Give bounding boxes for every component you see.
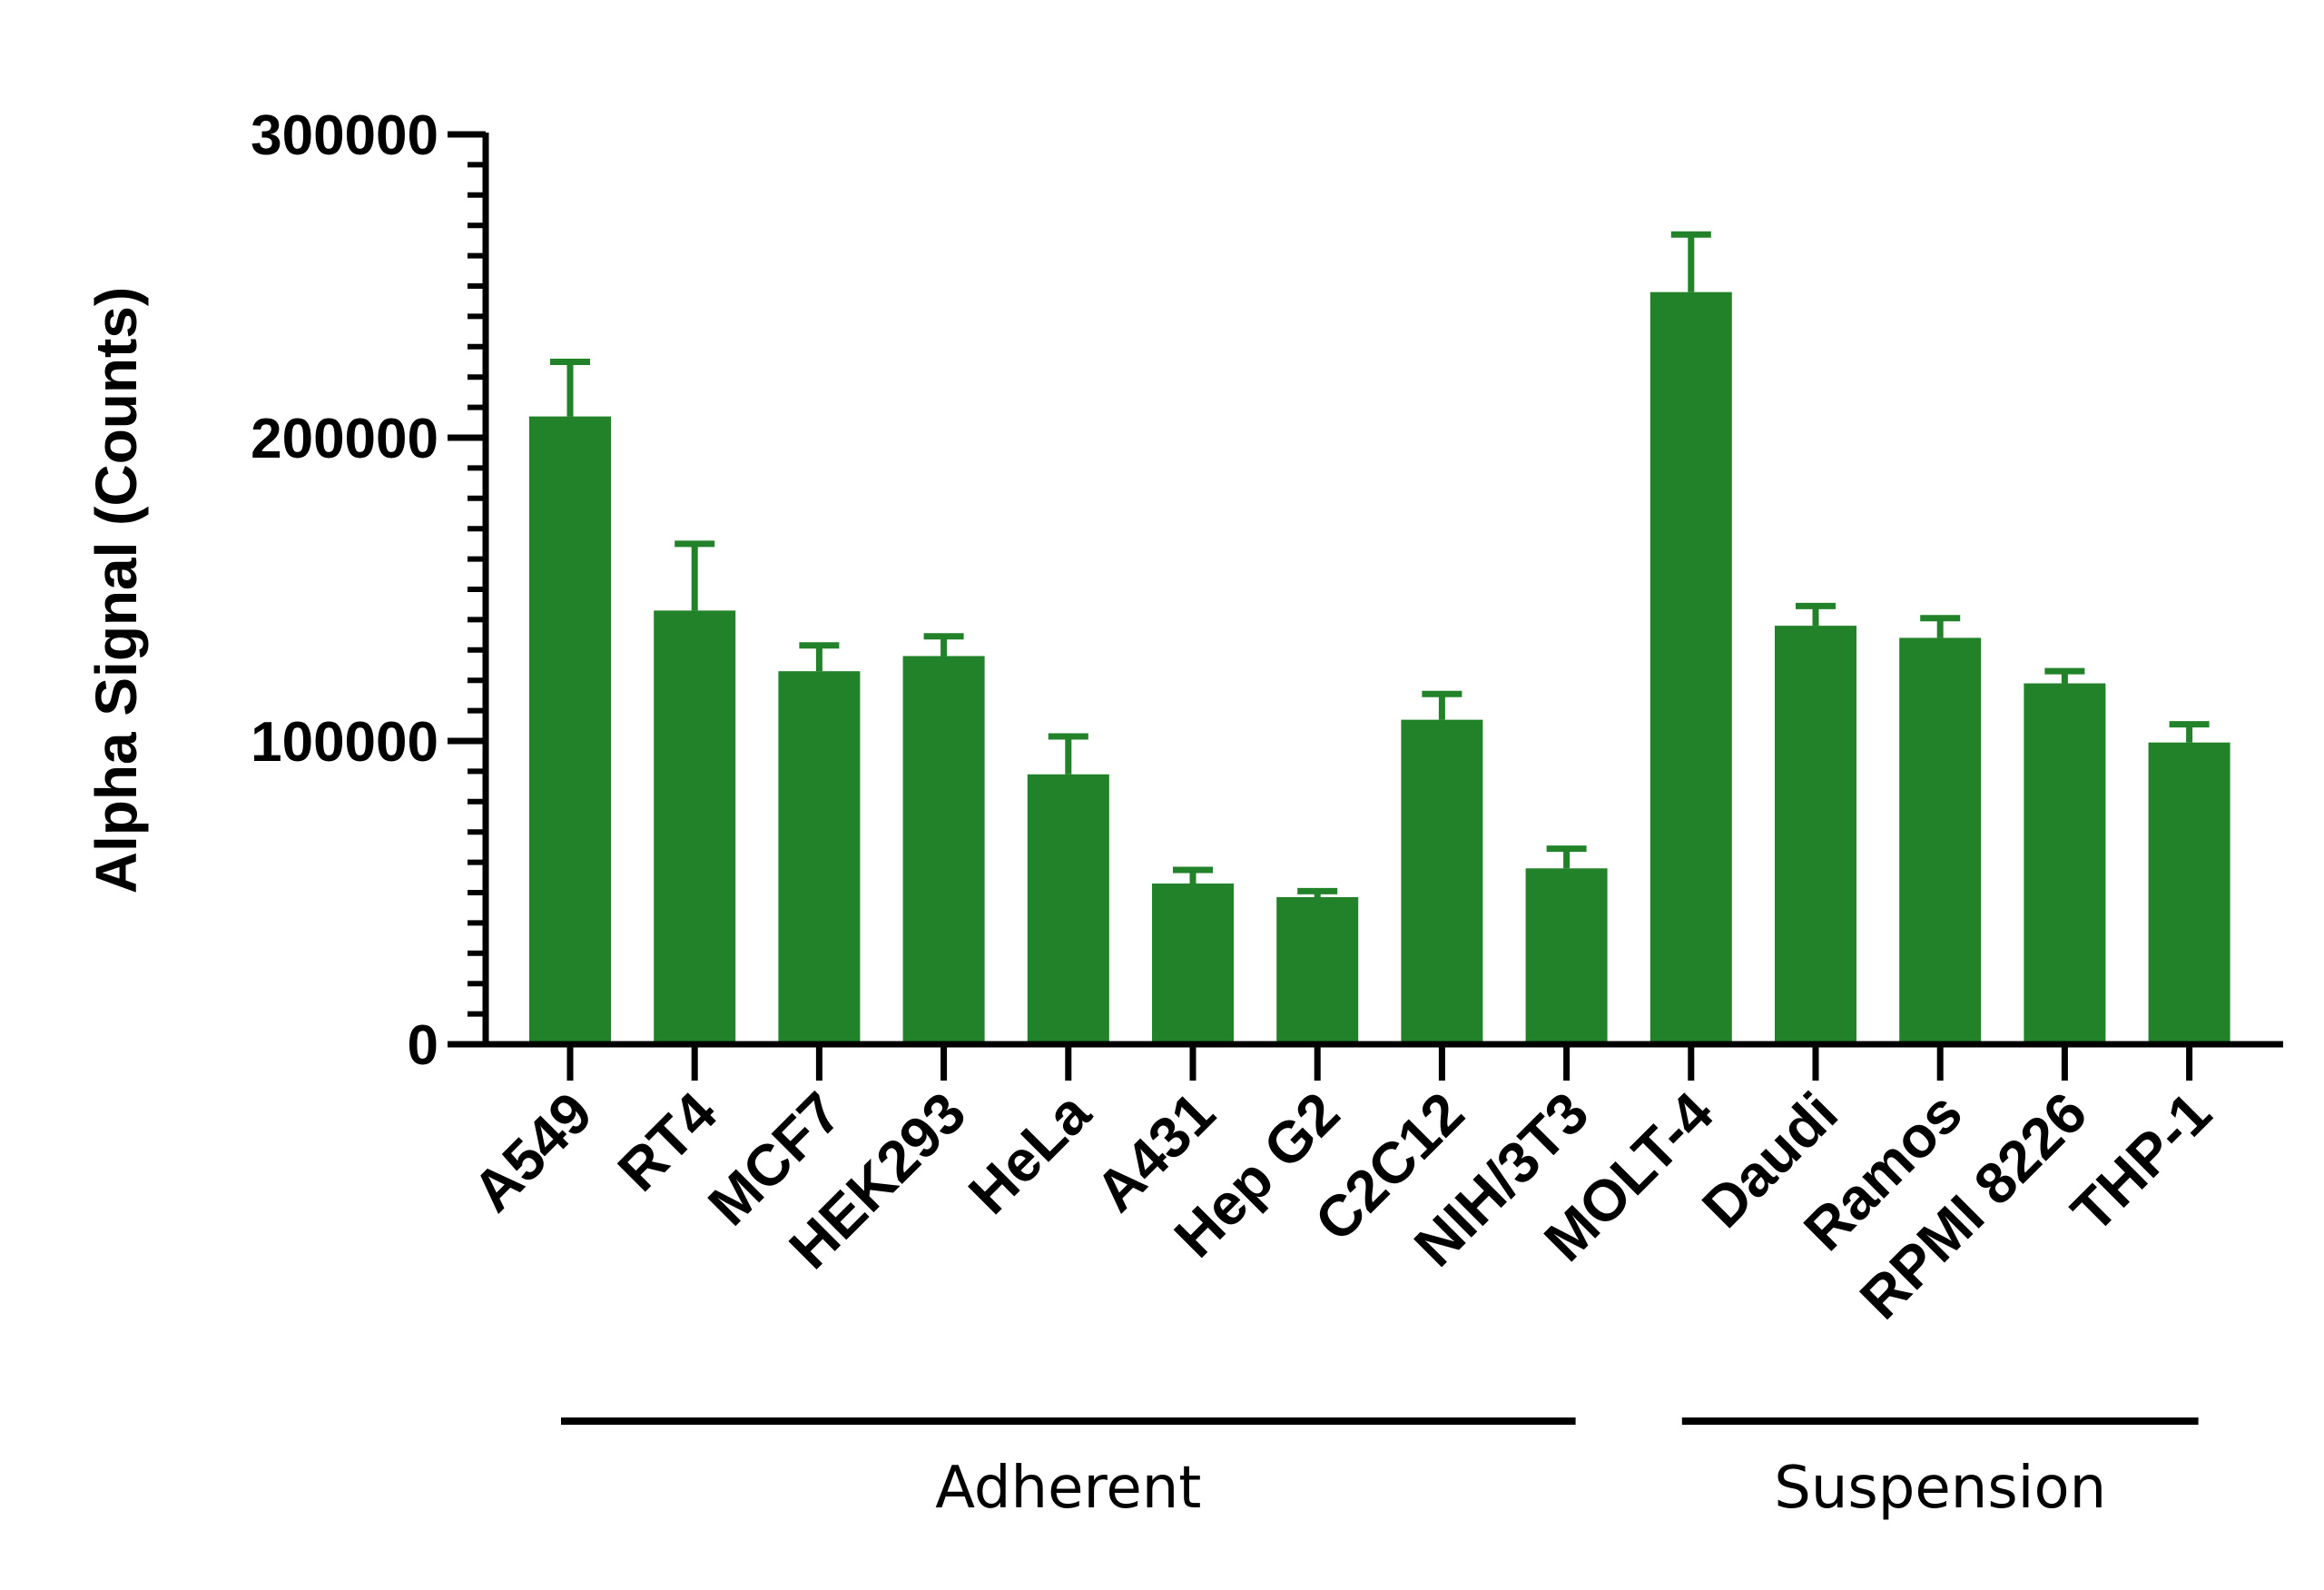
bar-rt4 [654,610,736,1044]
group-annotations: Adherent Suspension [561,1417,2199,1522]
bar-nih-3t3 [1525,868,1608,1044]
x-tick-label: THP-1 [2059,1080,2224,1245]
x-tick-label: HeLa [956,1080,1103,1227]
x-tick-label: A549 [460,1080,605,1224]
bar-a431 [1152,883,1234,1044]
plot-area [529,231,2230,1044]
bar-c2c12 [1401,719,1483,1044]
bar-hek293 [902,656,985,1044]
bar-thp-1 [2148,742,2230,1044]
bar-hep-g2 [1276,897,1359,1044]
y-tick-label: 300000 [251,104,438,167]
y-axis: 0 100000 200000 300000 [251,104,489,1077]
group-label: Adherent [935,1455,1201,1522]
group-label: Suspension [1774,1455,2106,1522]
y-tick-label: 0 [408,1014,438,1077]
bar-a549 [529,416,611,1044]
bar-hela [1027,774,1109,1044]
y-tick-label: 100000 [251,711,438,774]
bar-molt-4 [1649,291,1732,1044]
bar-ramos [1899,637,1982,1044]
bar-mcf7 [778,671,861,1044]
bar-daudi [1775,626,1856,1044]
y-axis-title: Alpha Signal (Counts) [84,287,149,894]
y-tick-label: 200000 [251,408,438,470]
bar-rpmi-8226 [2024,683,2106,1044]
